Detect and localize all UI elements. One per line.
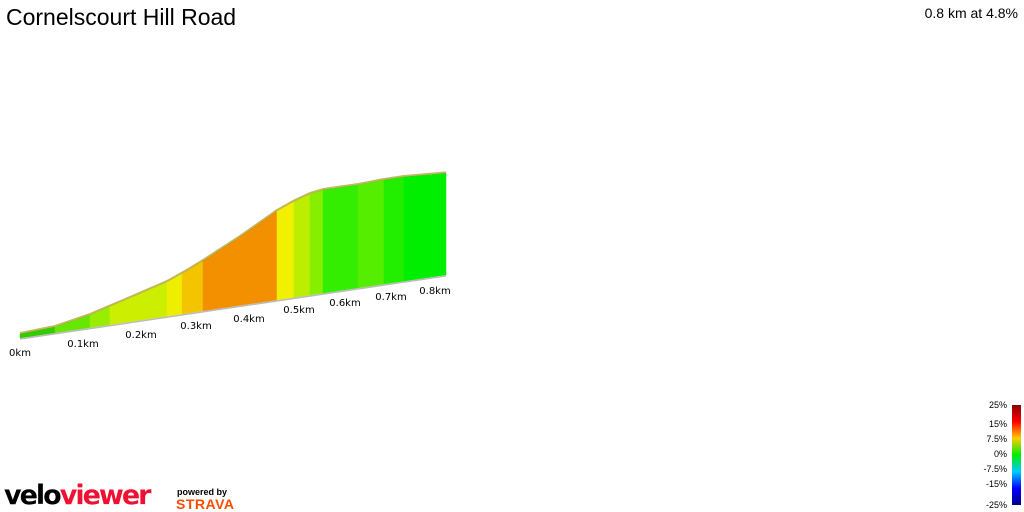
powered-by-text: powered by xyxy=(177,487,228,497)
x-tick-label: 0.8km xyxy=(419,286,450,297)
segment-summary: 0.8 km at 4.8% xyxy=(924,5,1018,21)
profile-top-edge xyxy=(19,171,447,334)
profile-segment xyxy=(383,176,405,285)
legend-label: -7.5% xyxy=(983,464,1007,474)
x-tick-label: 0.1km xyxy=(67,339,98,350)
x-tick-label: 0.3km xyxy=(180,321,211,332)
legend-label: 7.5% xyxy=(986,434,1007,444)
legend-label: 0% xyxy=(994,449,1007,459)
gradient-legend-bar xyxy=(1012,405,1021,505)
x-tick-label: 0km xyxy=(9,348,31,359)
legend-label: -25% xyxy=(986,500,1007,510)
profile-baseline xyxy=(19,275,447,340)
profile-segment xyxy=(276,201,295,301)
profile-segment xyxy=(202,210,278,312)
strava-logo: STRAVA xyxy=(176,496,235,512)
profile-segment xyxy=(322,184,359,294)
x-tick-label: 0.4km xyxy=(233,314,264,325)
profile-segment xyxy=(181,260,204,315)
x-tick-label: 0.2km xyxy=(125,330,156,341)
legend-label: -15% xyxy=(986,479,1007,489)
legend-label: 15% xyxy=(989,419,1007,429)
profile-segment xyxy=(293,193,311,298)
legend-label: 25% xyxy=(989,400,1007,410)
veloviewer-logo: veloviewer xyxy=(4,480,151,511)
segment-title: Cornelscourt Hill Road xyxy=(6,4,237,30)
x-tick-label: 0.6km xyxy=(329,298,360,309)
profile-segment xyxy=(357,179,385,289)
x-tick-label: 0.7km xyxy=(375,292,406,303)
x-tick-label: 0.5km xyxy=(283,305,314,316)
profile-segment xyxy=(309,189,324,296)
profile-segment xyxy=(403,173,447,282)
